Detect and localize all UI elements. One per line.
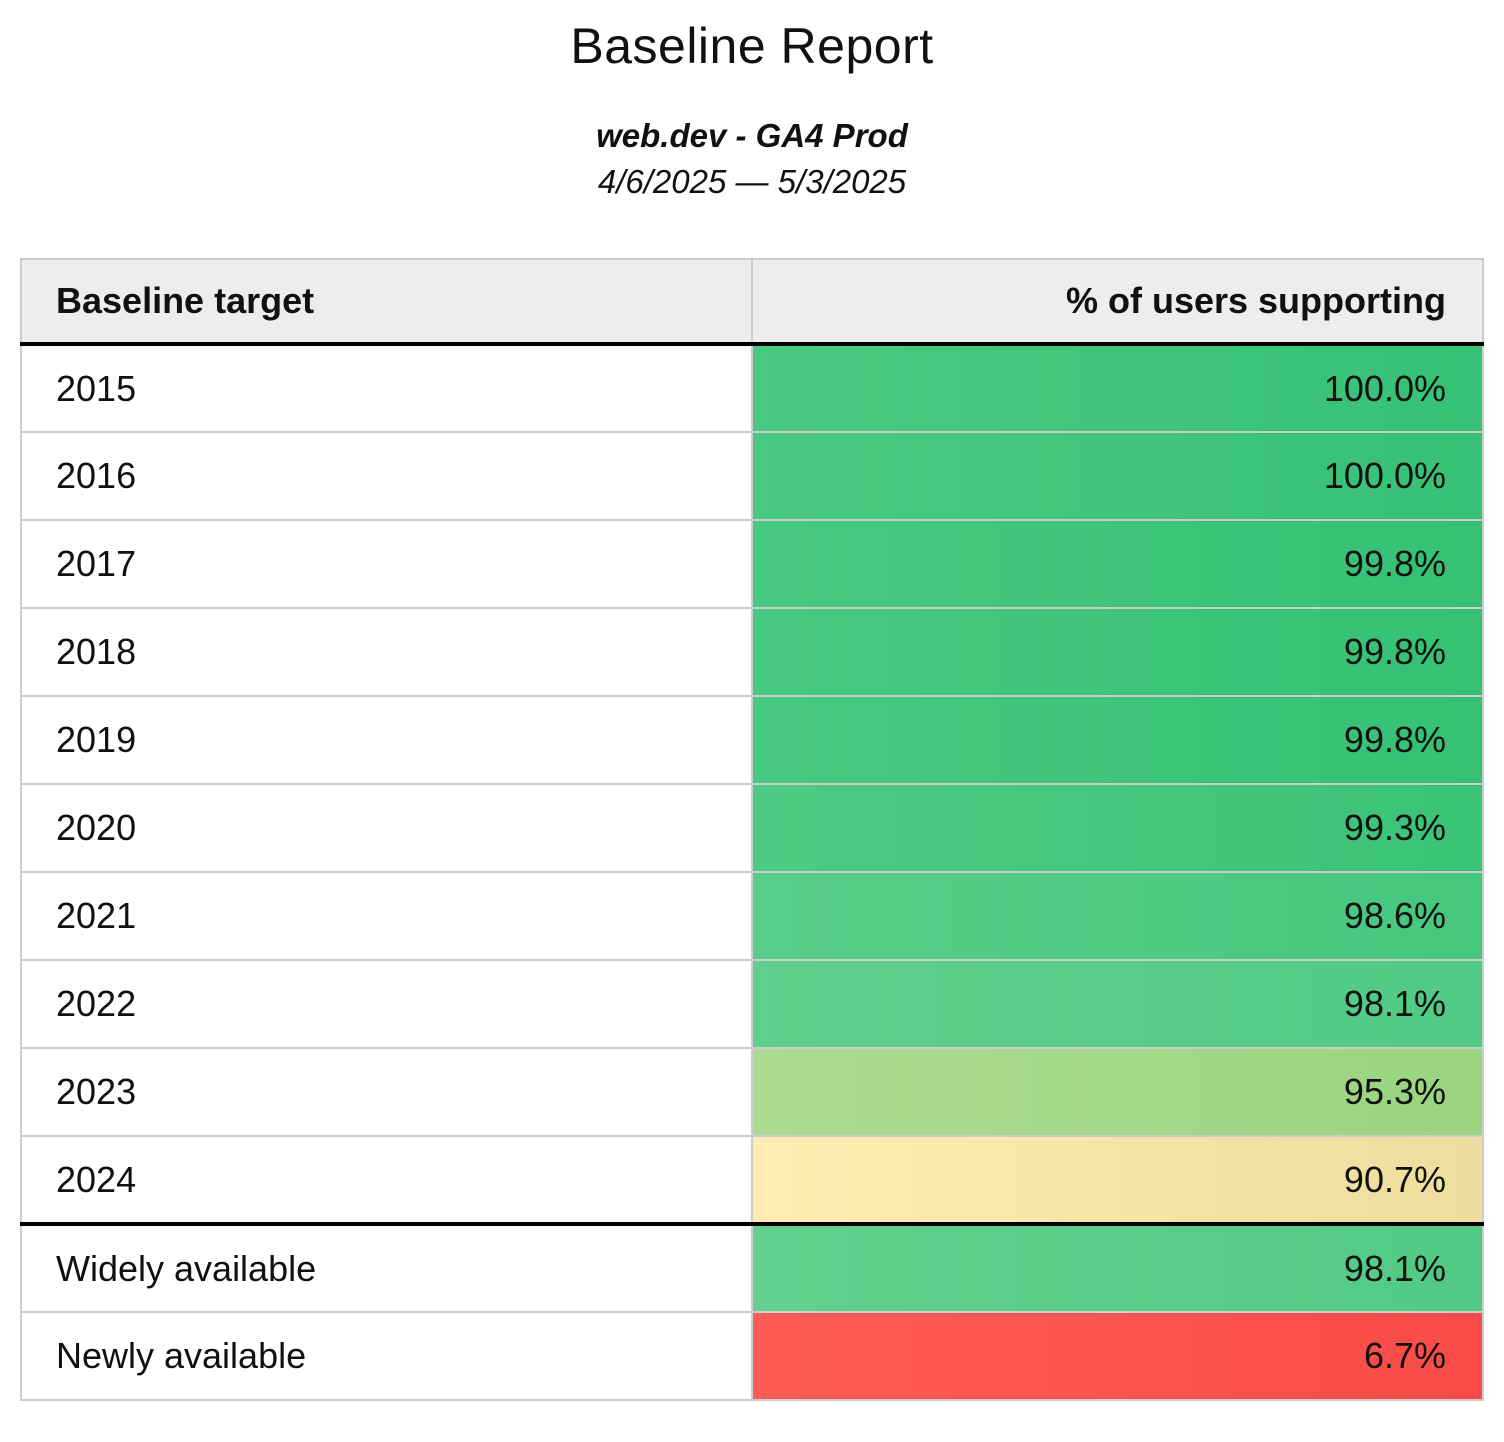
- percent-supporting-cell: 99.8%: [752, 608, 1483, 697]
- column-header-baseline-target: Baseline target: [21, 259, 753, 346]
- baseline-report-table: Baseline target % of users supporting 20…: [20, 258, 1484, 1401]
- table-row: 2023 95.3%: [21, 1048, 1483, 1137]
- baseline-target-cell: 2017: [21, 520, 753, 609]
- percent-supporting-cell: 98.1%: [752, 1224, 1483, 1313]
- baseline-target-cell: 2024: [21, 1136, 753, 1226]
- table-header: Baseline target % of users supporting: [21, 259, 1483, 346]
- table-header-row: Baseline target % of users supporting: [21, 259, 1483, 346]
- percent-supporting-cell: 98.6%: [752, 872, 1483, 961]
- table-row: 2020 99.3%: [21, 784, 1483, 873]
- table-row: 2019 99.8%: [21, 696, 1483, 785]
- table-row: 2021 98.6%: [21, 872, 1483, 961]
- percent-supporting-cell: 100.0%: [752, 344, 1483, 433]
- table-row: 2017 99.8%: [21, 520, 1483, 609]
- baseline-target-cell: 2016: [21, 432, 753, 521]
- report-header: Baseline Report web.dev - GA4 Prod 4/6/2…: [0, 16, 1504, 202]
- percent-supporting-cell: 95.3%: [752, 1048, 1483, 1137]
- baseline-target-cell: 2015: [21, 344, 753, 433]
- table-body: 2015 100.0% 2016 100.0% 2017 99.8% 2018 99.8% 20…: [21, 344, 1483, 1401]
- report-property-subtitle: web.dev - GA4 Prod: [596, 117, 908, 154]
- table-row: 2024 90.7%: [21, 1136, 1483, 1226]
- report-date-range: 4/6/2025 — 5/3/2025: [597, 163, 907, 200]
- percent-supporting-cell: 98.1%: [752, 960, 1483, 1049]
- percent-supporting-cell: 99.3%: [752, 784, 1483, 873]
- baseline-target-cell: 2022: [21, 960, 753, 1049]
- baseline-target-cell: 2021: [21, 872, 753, 961]
- page-title: Baseline Report: [570, 18, 934, 74]
- table-row: 2018 99.8%: [21, 608, 1483, 697]
- table-row: Newly available 6.7%: [21, 1312, 1483, 1401]
- baseline-target-cell: 2018: [21, 608, 753, 697]
- percent-supporting-cell: 90.7%: [752, 1136, 1483, 1226]
- table-row: Widely available 98.1%: [21, 1224, 1483, 1313]
- percent-supporting-cell: 6.7%: [752, 1312, 1483, 1401]
- percent-supporting-cell: 100.0%: [752, 432, 1483, 521]
- baseline-target-cell: 2023: [21, 1048, 753, 1137]
- baseline-target-cell: Newly available: [21, 1312, 753, 1401]
- baseline-target-cell: 2020: [21, 784, 753, 873]
- percent-supporting-cell: 99.8%: [752, 520, 1483, 609]
- baseline-target-cell: 2019: [21, 696, 753, 785]
- baseline-target-cell: Widely available: [21, 1224, 753, 1313]
- column-header-percent-supporting: % of users supporting: [752, 259, 1483, 346]
- percent-supporting-cell: 99.8%: [752, 696, 1483, 785]
- table-row: 2015 100.0%: [21, 344, 1483, 433]
- table-row: 2016 100.0%: [21, 432, 1483, 521]
- table-row: 2022 98.1%: [21, 960, 1483, 1049]
